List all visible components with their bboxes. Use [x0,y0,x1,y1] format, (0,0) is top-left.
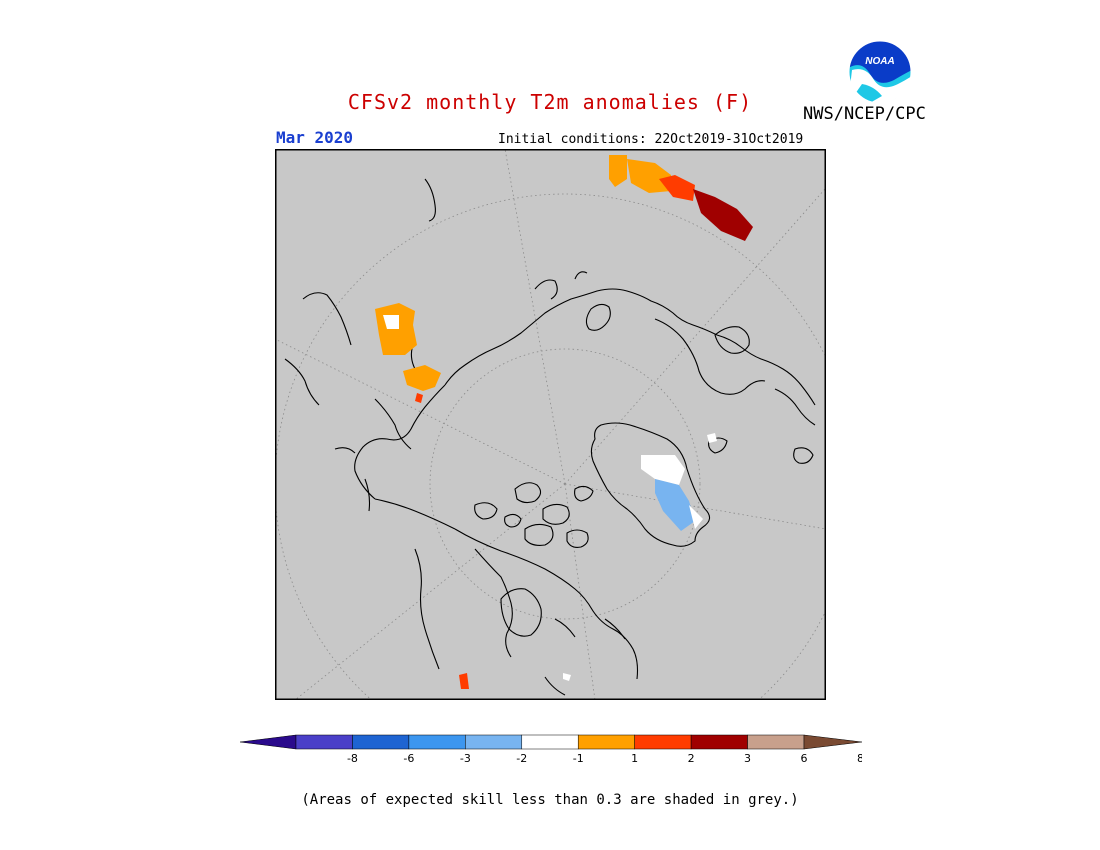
legend-bin [747,734,805,750]
legend-bin [634,734,692,750]
anomaly-region [659,175,695,201]
logo-text: NOAA [865,56,894,67]
legend-bin [521,734,579,750]
organization-label: NWS/NCEP/CPC [803,104,926,124]
noaa-logo: NOAA [848,40,912,104]
anomaly-region [383,315,399,329]
initial-conditions: Initial conditions: 22Oct2019-31Oct2019 [498,132,804,147]
color-legend: -8 -6 -3 -2 -1 1 2 3 6 8 [240,734,862,765]
anomaly-region [689,505,703,529]
legend-bin [690,734,748,750]
map-background [275,149,826,700]
legend-tick-label: 6 [801,752,808,765]
anomaly-region [655,479,695,531]
anomaly-region [459,673,469,689]
anomaly-region [641,455,685,485]
anomaly-region [415,393,423,403]
forecast-month: Mar 2020 [276,128,354,147]
anomaly-region [563,673,571,681]
legend-bin [803,734,862,750]
anomaly-region [403,365,441,391]
legend-bin [465,734,523,750]
legend-tick-label: -3 [460,752,471,765]
legend-bin [577,734,635,750]
legend-bin [352,734,410,750]
legend-tick-label: 2 [688,752,695,765]
legend-tick-label: -8 [347,752,358,765]
legend-tick-label: -1 [573,752,584,765]
legend-bin [295,734,353,750]
legend-tick-label: -2 [516,752,527,765]
skill-footnote: (Areas of expected skill less than 0.3 a… [301,792,799,808]
anomaly-shading [375,155,753,689]
anomaly-region [693,189,753,241]
legend-ticks: -8 -6 -3 -2 -1 1 2 3 6 8 [347,752,862,765]
map-title: CFSv2 monthly T2m anomalies (F) [0,90,1100,114]
polar-map [275,149,826,700]
legend-bin [408,734,466,750]
anomaly-region [707,433,717,443]
map-frame [275,149,826,700]
legend-bin [240,734,297,750]
legend-tick-label: -6 [403,752,414,765]
legend-tick-label: 3 [744,752,751,765]
legend-tick-label: 1 [631,752,638,765]
anomaly-region [609,155,627,187]
map-title-text: CFSv2 monthly T2m anomalies (F) [347,90,753,114]
legend-bins [240,734,862,750]
legend-tick-label: 8 [857,752,862,765]
coastlines [284,178,816,696]
anomaly-region [627,159,671,193]
graticule [275,149,826,700]
